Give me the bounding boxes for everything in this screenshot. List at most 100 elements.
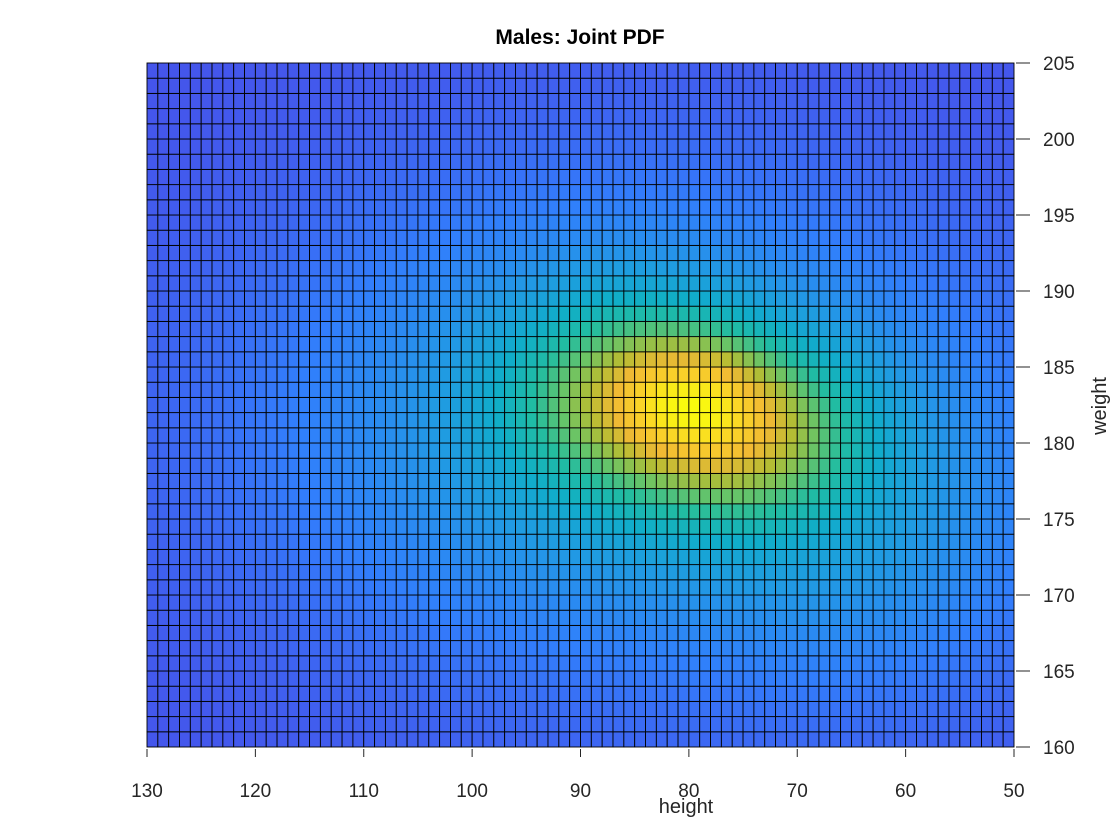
heatmap-cell: [720, 488, 733, 505]
heatmap-cell: [482, 579, 495, 596]
heatmap-cell: [590, 503, 603, 520]
heatmap-cell: [840, 123, 852, 140]
heatmap-cell: [623, 275, 636, 292]
heatmap-cell: [601, 244, 614, 262]
heatmap-cell: [428, 229, 441, 246]
heatmap-cell: [894, 168, 907, 186]
heatmap-cell: [309, 700, 321, 718]
heatmap-cell: [829, 184, 842, 201]
heatmap-cell: [916, 427, 928, 444]
heatmap-cell: [319, 336, 332, 353]
heatmap-cell: [287, 533, 300, 550]
heatmap-cell: [200, 472, 213, 490]
heatmap-cell: [937, 594, 950, 611]
heatmap-cell: [807, 396, 820, 414]
heatmap-cell: [959, 275, 972, 292]
heatmap-cell: [666, 640, 679, 657]
heatmap-cell: [840, 503, 852, 520]
heatmap-cell: [406, 655, 419, 672]
heatmap-cell: [785, 214, 798, 231]
heatmap-cell: [265, 62, 278, 79]
heatmap-cell: [525, 320, 538, 338]
heatmap-cell: [276, 640, 289, 657]
heatmap-cell: [872, 533, 885, 550]
heatmap-cell: [330, 275, 343, 292]
heatmap-cell: [850, 700, 863, 718]
heatmap-cell: [970, 640, 982, 657]
heatmap-cell: [265, 488, 278, 505]
heatmap-cell: [244, 427, 256, 444]
heatmap-cell: [547, 579, 560, 596]
heatmap-cell: [211, 199, 224, 216]
heatmap-cell: [655, 609, 668, 626]
heatmap-cell: [970, 184, 982, 201]
heatmap-cell: [818, 77, 831, 94]
heatmap-cell: [406, 366, 419, 383]
heatmap-cell: [742, 62, 755, 79]
heatmap-cell: [883, 716, 896, 733]
heatmap-cell: [807, 609, 820, 626]
heatmap-cell: [244, 457, 256, 474]
heatmap-cell: [623, 518, 636, 535]
heatmap-cell: [764, 366, 777, 383]
heatmap-cell: [515, 229, 527, 246]
heatmap-cell: [374, 427, 386, 444]
y-tick-label: 165: [1043, 662, 1075, 683]
heatmap-cell: [916, 244, 928, 262]
heatmap-cell: [785, 108, 798, 125]
heatmap-cell: [981, 427, 993, 444]
heatmap-cell: [406, 229, 419, 246]
heatmap-cell: [905, 199, 917, 216]
heatmap-cell: [179, 138, 191, 155]
heatmap-cell: [439, 472, 451, 490]
heatmap-cell: [905, 731, 917, 748]
heatmap-cell: [189, 685, 202, 702]
heatmap-cell: [244, 184, 256, 201]
heatmap-cell: [796, 229, 809, 246]
heatmap-cell: [341, 290, 354, 307]
heatmap-cell: [742, 290, 755, 307]
heatmap-cell: [146, 396, 159, 414]
heatmap-cell: [439, 244, 451, 262]
heatmap-cell: [384, 108, 397, 125]
heatmap-cell: [384, 412, 397, 429]
heatmap-cell: [883, 655, 896, 672]
heatmap-cell: [818, 716, 831, 733]
heatmap-cell: [298, 123, 311, 140]
heatmap-cell: [569, 427, 581, 444]
heatmap-cell: [840, 412, 852, 429]
heatmap-cell: [688, 472, 701, 490]
heatmap-cell: [926, 412, 939, 429]
heatmap-cell: [168, 655, 180, 672]
heatmap-cell: [645, 624, 657, 642]
heatmap-cell: [699, 108, 712, 125]
heatmap-cell: [309, 579, 321, 596]
heatmap-cell: [623, 731, 636, 748]
heatmap-cell: [753, 108, 766, 125]
heatmap-cell: [395, 716, 408, 733]
heatmap-cell: [189, 123, 202, 140]
heatmap-cell: [189, 77, 202, 94]
heatmap-cell: [861, 533, 874, 550]
heatmap-cell: [363, 396, 376, 414]
heatmap-cell: [536, 396, 549, 414]
heatmap-cell: [1002, 153, 1015, 170]
heatmap-cell: [590, 108, 603, 125]
heatmap-cell: [590, 351, 603, 368]
heatmap-cell: [265, 594, 278, 611]
heatmap-cell: [482, 275, 495, 292]
heatmap-cell: [731, 594, 744, 611]
heatmap-cell: [655, 457, 668, 474]
heatmap-cell: [742, 609, 755, 626]
heatmap-cell: [189, 670, 202, 687]
heatmap-cell: [883, 640, 896, 657]
heatmap-cell: [222, 92, 235, 110]
heatmap-cell: [471, 716, 484, 733]
heatmap-cell: [699, 381, 712, 398]
heatmap-cell: [731, 199, 744, 216]
heatmap-cell: [179, 427, 191, 444]
heatmap-cell: [276, 655, 289, 672]
heatmap-cell: [991, 518, 1004, 535]
heatmap-cell: [818, 548, 831, 566]
heatmap-cell: [634, 412, 646, 429]
